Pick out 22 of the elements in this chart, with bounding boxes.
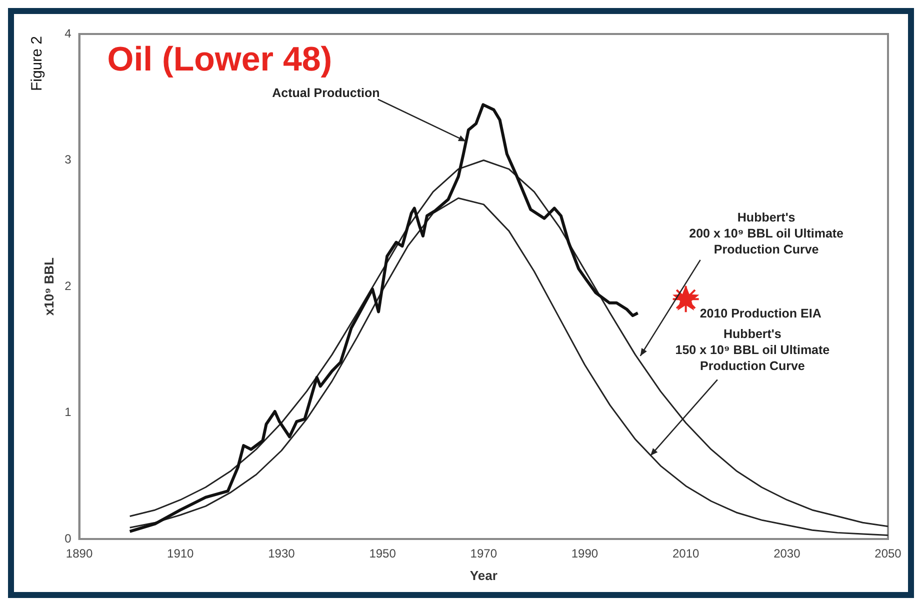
caption: Figure 2 [28,36,46,92]
x-tick-label: 1910 [167,546,194,561]
x-tick-label: 1950 [369,546,396,561]
y-tick-label: 2 [64,278,72,293]
x-tick-label: 2030 [774,546,801,561]
x-tick-label: 1970 [470,546,498,561]
x-tick-label: 2010 [672,546,700,561]
y-tick-label: 1 [64,405,72,420]
annotation: Actual Production [272,86,380,100]
y-tick-label: 0 [64,531,72,546]
y-axis-title: x10⁹ BBL [41,257,56,316]
annotation: 2010 Production EIA [700,306,822,321]
y-tick-label: 4 [64,26,72,40]
x-tick-label: 1990 [571,546,598,561]
x-tick-label: 1930 [268,546,296,561]
x-axis-title: Year [470,568,498,583]
x-tick-label: 1890 [66,546,93,561]
x-tick-label: 2050 [874,546,902,561]
annotation: Hubbert's 200 x 10⁹ BBL oil Ultimate Production Curve [689,210,844,256]
y-tick-label: 3 [64,152,72,167]
annotation: Hubbert's 150 x 10⁹ BBL oil Ultimate Production Curve [675,327,830,374]
chart-title: Oil (Lower 48) [107,40,332,78]
